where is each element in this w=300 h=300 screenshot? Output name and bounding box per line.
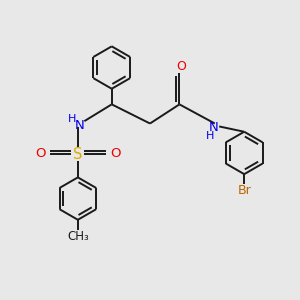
Text: Br: Br	[237, 184, 251, 197]
Text: O: O	[35, 147, 46, 160]
Text: S: S	[73, 147, 83, 162]
Text: H: H	[68, 114, 76, 124]
Text: CH₃: CH₃	[67, 230, 89, 243]
Text: O: O	[110, 147, 121, 160]
Text: N: N	[74, 119, 84, 132]
Text: H: H	[206, 131, 214, 141]
Text: O: O	[176, 60, 186, 73]
Text: N: N	[208, 122, 218, 134]
